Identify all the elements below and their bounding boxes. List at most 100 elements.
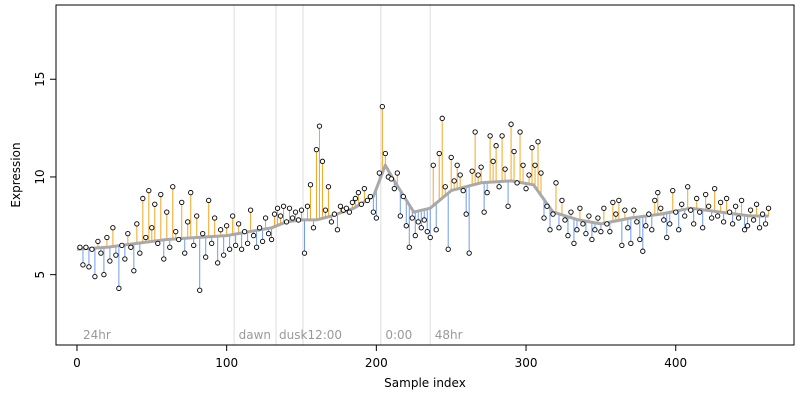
data-point <box>134 221 140 227</box>
data-point <box>589 236 595 243</box>
data-point <box>670 187 676 194</box>
data-point <box>176 236 182 243</box>
data-point <box>604 221 610 227</box>
data-point <box>661 217 667 223</box>
data-point <box>460 187 466 194</box>
plot-frame <box>55 4 795 346</box>
data-point <box>328 219 335 225</box>
x-axis: 0 100 200 300 400 <box>73 345 687 370</box>
data-point <box>280 203 287 209</box>
data-point <box>682 213 688 219</box>
data-point <box>493 143 499 149</box>
data-point <box>613 211 619 217</box>
data-point <box>409 215 415 221</box>
data-point <box>92 273 98 280</box>
data-point <box>595 215 601 221</box>
data-point <box>625 225 631 231</box>
data-point <box>487 133 493 139</box>
data-point <box>146 187 152 194</box>
data-point <box>694 195 700 202</box>
data-point <box>478 164 484 170</box>
data-point <box>583 230 589 237</box>
data-point <box>80 262 86 268</box>
data-point <box>131 268 137 274</box>
data-point <box>421 217 427 223</box>
data-point <box>562 217 568 223</box>
data-point <box>209 240 215 247</box>
data-point <box>646 211 652 217</box>
data-point <box>286 205 293 211</box>
data-point <box>673 209 679 215</box>
data-point <box>577 205 583 211</box>
data-point <box>349 199 356 206</box>
data-point <box>490 158 496 164</box>
data-point <box>316 123 323 129</box>
data-point <box>125 230 131 237</box>
trend-line <box>76 163 769 251</box>
data-point <box>451 178 457 184</box>
data-point <box>439 115 445 121</box>
data-point <box>331 211 338 217</box>
phase-label: 0:00 <box>385 328 412 342</box>
phase-label: 48hr <box>435 328 463 342</box>
data-point <box>517 129 523 135</box>
data-point <box>616 197 622 204</box>
data-point <box>221 252 227 258</box>
data-point <box>427 234 433 241</box>
x-tick-label: 200 <box>365 356 388 370</box>
data-point <box>715 213 721 219</box>
data-point <box>652 197 658 204</box>
data-point <box>173 229 179 235</box>
data-point <box>256 225 263 231</box>
data-point <box>637 236 643 243</box>
data-point <box>643 223 649 229</box>
data-point <box>104 234 110 241</box>
data-point <box>182 250 188 256</box>
data-point <box>238 246 245 252</box>
data-point <box>262 215 269 221</box>
data-point <box>325 184 332 190</box>
x-tick-label: 100 <box>215 356 238 370</box>
data-point <box>391 186 397 192</box>
data-point <box>313 146 320 153</box>
data-point <box>442 184 448 190</box>
data-point <box>382 150 388 157</box>
data-point <box>277 213 284 219</box>
data-point <box>271 211 278 217</box>
data-point <box>289 215 296 221</box>
data-point <box>709 215 715 221</box>
data-point <box>535 139 541 145</box>
data-point <box>499 133 505 139</box>
data-point <box>358 201 365 207</box>
data-point <box>508 121 514 127</box>
data-point <box>685 184 691 190</box>
y-tick-label: 5 <box>33 271 47 279</box>
data-point <box>376 170 382 176</box>
data-point <box>77 244 83 250</box>
data-point <box>526 172 532 178</box>
data-point <box>364 197 371 204</box>
data-point <box>598 229 604 235</box>
data-point <box>310 225 317 231</box>
data-point <box>226 246 233 252</box>
data-point <box>717 199 724 206</box>
data-point <box>191 242 197 248</box>
data-point <box>688 207 694 213</box>
data-point <box>268 236 275 243</box>
data-point <box>679 201 685 207</box>
data-point <box>361 186 368 192</box>
data-point <box>394 170 400 176</box>
data-point <box>472 129 478 135</box>
data-point <box>415 219 421 225</box>
data-point <box>200 230 206 237</box>
data-point <box>337 203 344 209</box>
data-point <box>430 162 436 168</box>
data-point <box>511 148 517 155</box>
data-point <box>735 215 742 221</box>
data-point <box>448 154 454 161</box>
data-point <box>658 205 664 211</box>
data-point <box>188 189 194 196</box>
data-point <box>723 195 730 202</box>
data-point <box>274 205 281 211</box>
